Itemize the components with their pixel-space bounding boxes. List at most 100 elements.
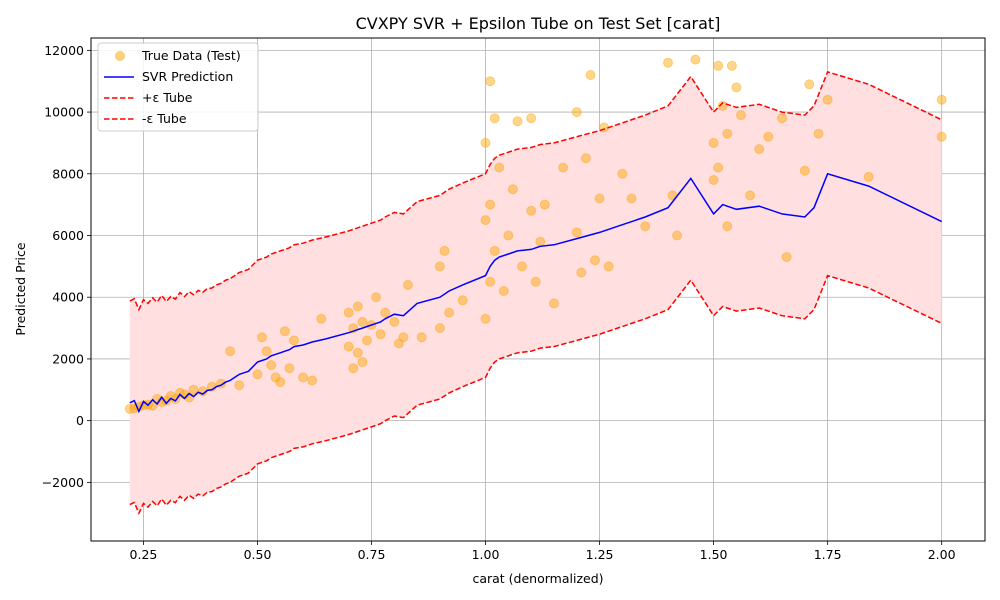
- true-data-point: [763, 131, 774, 142]
- true-data-point: [489, 245, 500, 256]
- true-data-point: [352, 301, 363, 312]
- true-data-point: [485, 276, 496, 287]
- svr-prediction-line: [129, 172, 943, 414]
- true-data-point: [307, 375, 318, 386]
- true-data-point: [558, 162, 569, 173]
- true-data-point: [781, 252, 792, 263]
- true-data-point: [124, 403, 135, 414]
- true-data-point: [813, 128, 824, 139]
- true-data-point: [617, 168, 628, 179]
- legend-label-plus-epsilon: +ε Tube: [142, 90, 193, 105]
- true-data-point: [348, 363, 359, 374]
- x-tick-label: 2.00: [928, 547, 956, 562]
- true-data-point: [576, 267, 587, 278]
- true-data-point: [439, 245, 450, 256]
- true-data-point: [357, 316, 368, 327]
- true-data-point: [161, 395, 172, 406]
- true-data-point: [188, 384, 199, 395]
- true-data-point: [804, 79, 815, 90]
- true-data-point: [257, 332, 267, 343]
- true-data-point: [640, 221, 651, 232]
- chart-title: CVXPY SVR + Epsilon Tube on Test Set [ca…: [356, 14, 721, 33]
- true-data-point: [590, 255, 600, 266]
- true-data-point: [731, 82, 742, 93]
- true-data-point: [234, 380, 245, 391]
- true-data-point: [362, 335, 372, 346]
- true-data-point: [571, 227, 582, 238]
- true-data-point: [754, 144, 765, 155]
- true-data-point: [708, 137, 719, 148]
- x-axis: 0.25 0.50 0.75 1.00 1.25 1.50 1.75 2.00: [130, 541, 956, 562]
- true-data-point: [722, 128, 733, 139]
- minus-epsilon-tube-line: [129, 274, 943, 516]
- true-data-point: [434, 261, 445, 272]
- y-tick-label: 10000: [44, 105, 84, 120]
- true-data-point: [357, 357, 368, 367]
- true-data-point: [289, 335, 299, 346]
- true-data-point: [863, 171, 874, 182]
- x-tick-label: 1.25: [586, 547, 614, 562]
- legend-label-minus-epsilon: -ε Tube: [142, 111, 187, 126]
- true-data-point: [444, 307, 455, 318]
- true-data-point: [279, 326, 290, 337]
- true-data-point: [275, 377, 286, 388]
- true-data-point: [745, 190, 756, 201]
- y-axis-label: Predicted Price: [13, 242, 28, 335]
- y-tick-label: −2000: [42, 475, 84, 490]
- true-data-point: [936, 94, 947, 105]
- legend-label-svr-prediction: SVR Prediction: [142, 69, 233, 84]
- true-data-point: [713, 162, 724, 173]
- true-data-point: [498, 286, 509, 296]
- true-data-point: [690, 54, 701, 65]
- true-data-point: [736, 110, 746, 121]
- true-data-point: [672, 230, 683, 241]
- true-data-point: [416, 332, 427, 343]
- true-data-point: [936, 131, 947, 142]
- true-data-point: [585, 70, 596, 80]
- x-tick-label: 1.50: [700, 547, 728, 562]
- true-data-point: [603, 261, 614, 272]
- true-data-point: [266, 360, 277, 371]
- true-data-point: [457, 295, 468, 306]
- true-data-point: [389, 316, 400, 327]
- true-data-point: [507, 184, 518, 195]
- true-data-point: [375, 329, 386, 340]
- true-data-point: [708, 175, 719, 185]
- true-data-point: [485, 199, 496, 210]
- legend-label-true-data: True Data (Test): [141, 48, 241, 63]
- true-data-point: [298, 372, 309, 383]
- true-data-point: [526, 205, 537, 216]
- true-data-point: [252, 369, 263, 380]
- true-data-point: [512, 116, 523, 127]
- plus-epsilon-tube-line: [129, 70, 943, 312]
- true-data-point: [316, 313, 327, 324]
- plot-frame: [90, 37, 986, 542]
- true-data-point: [485, 76, 496, 87]
- true-data-point: [480, 137, 491, 148]
- true-data-scatter: [124, 54, 947, 414]
- x-tick-label: 0.25: [130, 547, 158, 562]
- true-data-point: [489, 113, 500, 124]
- y-tick-label: 12000: [44, 43, 84, 58]
- true-data-point: [722, 221, 733, 232]
- y-tick-label: 6000: [52, 228, 84, 243]
- true-data-point: [480, 215, 491, 226]
- true-data-point: [494, 162, 505, 173]
- true-data-point: [717, 100, 728, 111]
- true-data-point: [594, 193, 605, 204]
- line-layer: [129, 70, 943, 516]
- y-tick-label: 2000: [52, 351, 84, 366]
- y-axis: −2000 0 2000 4000 6000 8000 10000 12000: [42, 43, 91, 490]
- x-tick-label: 0.50: [244, 547, 272, 562]
- true-data-point: [571, 107, 582, 118]
- true-data-point: [343, 307, 354, 318]
- x-tick-label: 1.75: [814, 547, 842, 562]
- true-data-point: [713, 60, 724, 71]
- true-data-point: [261, 346, 272, 357]
- true-data-point: [539, 199, 550, 210]
- true-data-point: [174, 387, 185, 398]
- true-data-point: [434, 323, 445, 334]
- y-tick-label: 0: [76, 413, 84, 428]
- y-tick-label: 4000: [52, 290, 84, 305]
